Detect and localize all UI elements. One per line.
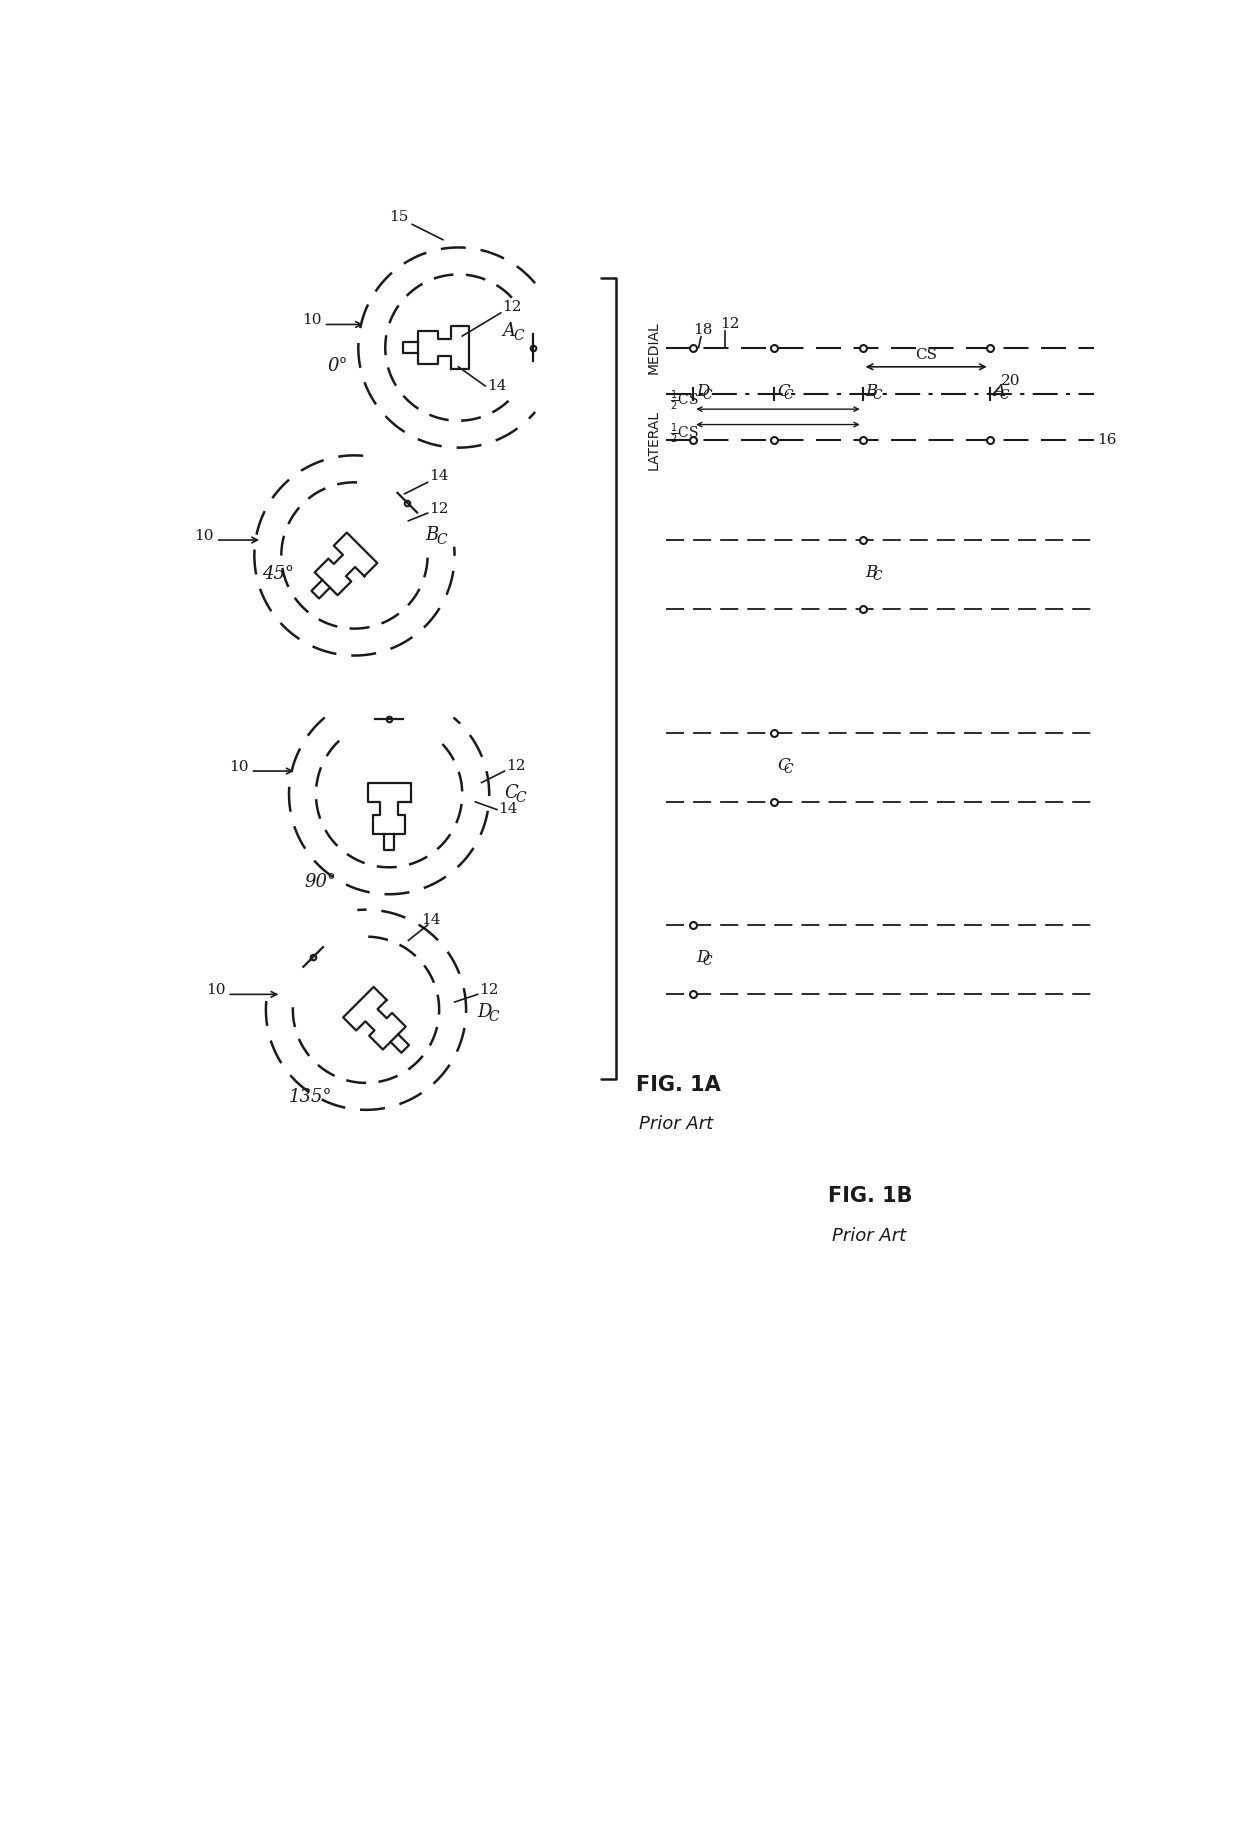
Text: 12: 12 [506, 758, 526, 773]
Text: 135°: 135° [289, 1088, 332, 1106]
Text: C: C [872, 389, 882, 402]
Text: D: D [697, 950, 709, 966]
Text: C: C [999, 389, 1009, 402]
Text: CS: CS [915, 349, 937, 361]
Text: B: B [425, 526, 439, 544]
Text: C: C [703, 389, 713, 402]
Text: 10: 10 [229, 760, 249, 774]
Text: C: C [784, 763, 794, 776]
Text: 12: 12 [479, 983, 498, 998]
Text: D: D [477, 1003, 492, 1022]
Text: C: C [784, 389, 794, 402]
Text: FIG. 1B: FIG. 1B [828, 1186, 913, 1206]
Text: 14: 14 [487, 378, 506, 393]
Text: C: C [703, 955, 713, 968]
Text: B: B [866, 564, 878, 581]
Text: C: C [872, 570, 882, 583]
Text: C: C [516, 791, 526, 804]
Text: C: C [436, 533, 446, 548]
Text: 10: 10 [195, 529, 215, 544]
Text: 12: 12 [720, 317, 740, 332]
Text: C: C [513, 328, 523, 343]
Text: 15: 15 [389, 210, 408, 223]
Text: 10: 10 [206, 983, 226, 998]
Text: D: D [697, 384, 709, 400]
Text: MEDIAL: MEDIAL [646, 321, 660, 374]
Text: Prior Art: Prior Art [640, 1116, 713, 1132]
Text: 14: 14 [422, 913, 441, 926]
Text: C: C [777, 756, 790, 773]
Text: 12: 12 [502, 301, 522, 313]
Text: 14: 14 [498, 802, 518, 817]
Text: B: B [866, 384, 878, 400]
Text: 90°: 90° [304, 872, 336, 891]
Text: $\frac{1}{2}$CS: $\frac{1}{2}$CS [670, 389, 699, 413]
Text: LATERAL: LATERAL [646, 409, 660, 470]
Text: 45°: 45° [262, 564, 294, 583]
Text: $\frac{1}{2}$CS: $\frac{1}{2}$CS [670, 422, 699, 446]
Text: A: A [993, 384, 1004, 400]
Text: C: C [505, 784, 518, 802]
Text: C: C [489, 1011, 498, 1023]
Text: A: A [502, 323, 516, 339]
Text: C: C [777, 384, 790, 400]
Text: 12: 12 [429, 502, 449, 516]
Text: 14: 14 [429, 468, 449, 483]
Text: 18: 18 [693, 323, 713, 337]
Text: 16: 16 [1097, 433, 1117, 446]
Text: Prior Art: Prior Art [832, 1226, 906, 1245]
Text: 10: 10 [303, 313, 322, 328]
Text: 20: 20 [1001, 374, 1021, 387]
Text: 0°: 0° [327, 356, 348, 374]
Text: FIG. 1A: FIG. 1A [635, 1075, 720, 1095]
